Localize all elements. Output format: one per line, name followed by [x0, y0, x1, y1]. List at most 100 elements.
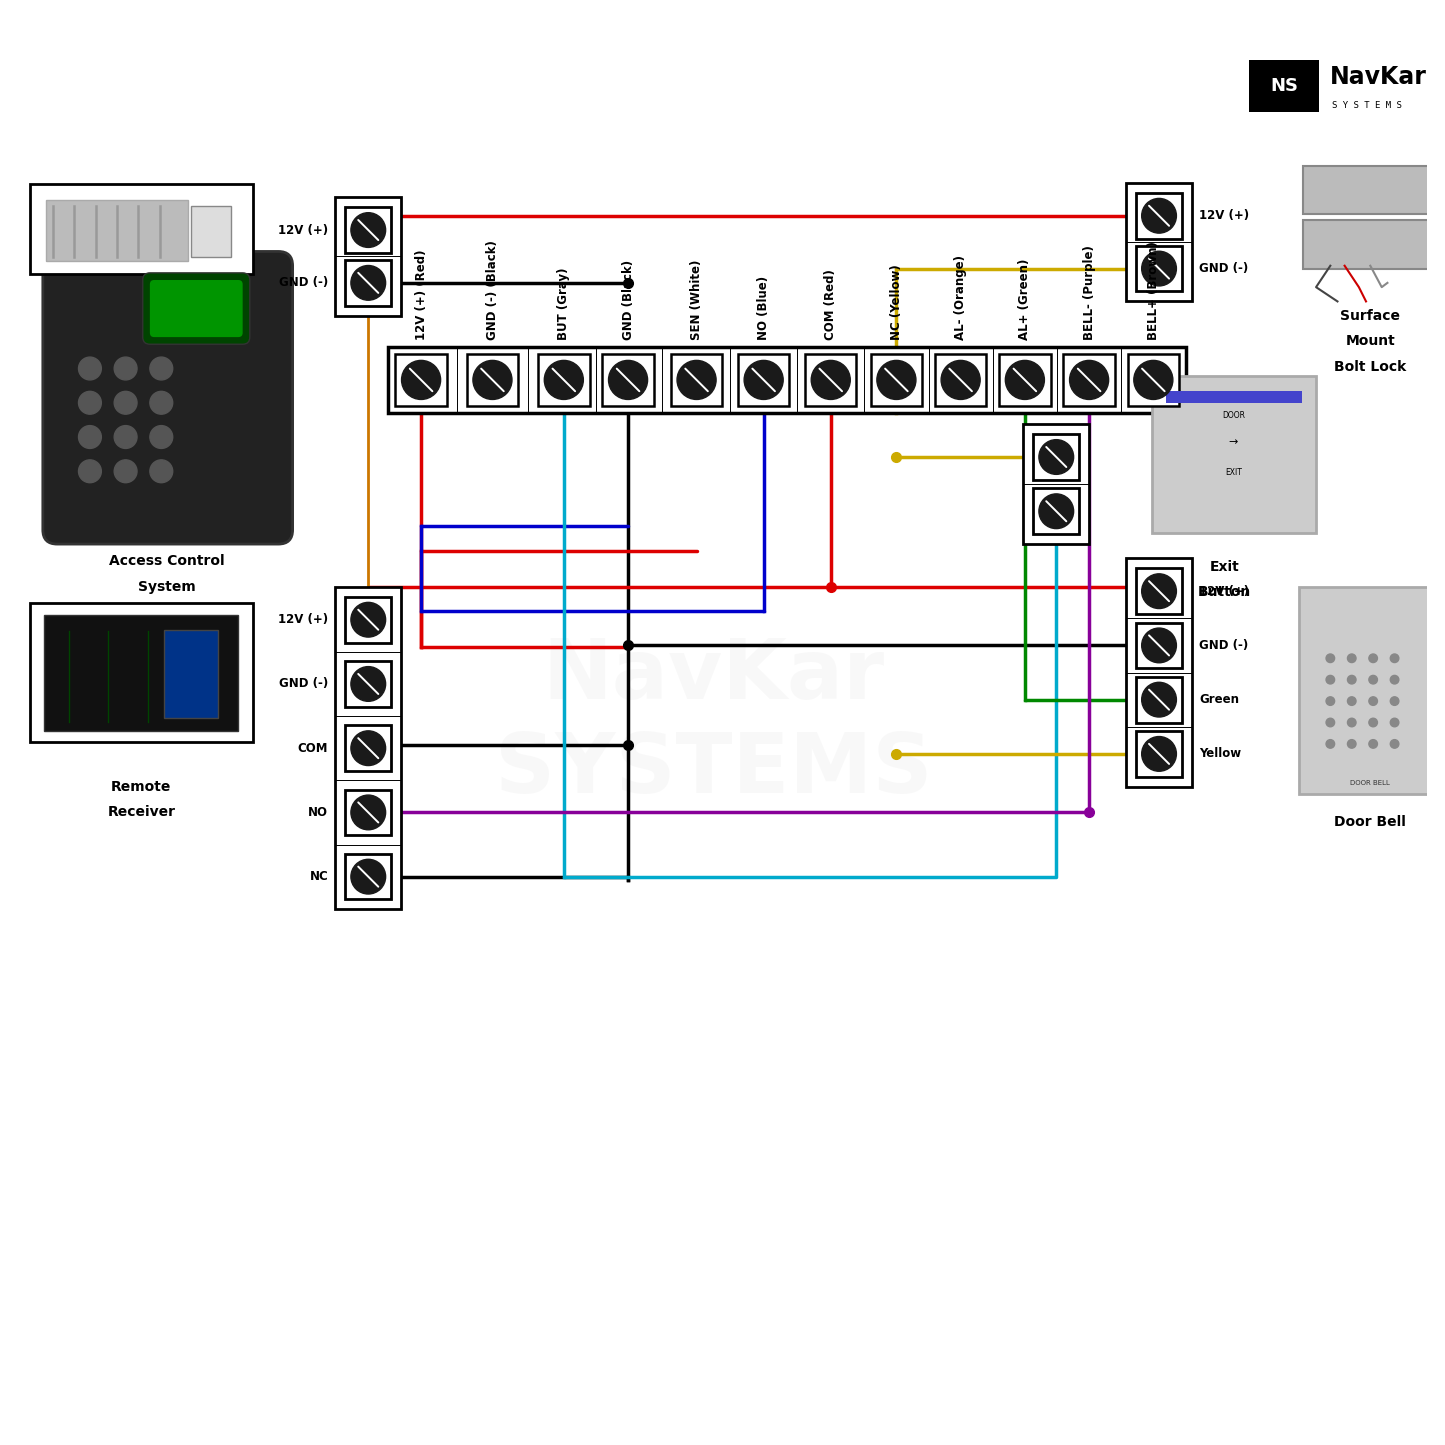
Text: NavKar: NavKar	[1331, 65, 1428, 90]
Text: 12V (+): 12V (+)	[279, 224, 328, 237]
Circle shape	[1390, 696, 1399, 705]
Circle shape	[78, 357, 101, 380]
Bar	[1126, 558, 1192, 786]
Text: Surface: Surface	[1341, 309, 1400, 322]
FancyBboxPatch shape	[43, 251, 293, 545]
Circle shape	[150, 392, 173, 415]
FancyBboxPatch shape	[45, 616, 238, 731]
Circle shape	[1327, 718, 1335, 727]
Text: 12V (+): 12V (+)	[1199, 585, 1248, 598]
Text: System: System	[139, 579, 197, 594]
FancyBboxPatch shape	[1152, 376, 1316, 533]
Text: GND (-) (Black): GND (-) (Black)	[486, 240, 499, 340]
Bar	[670, 354, 722, 406]
Text: GND (-): GND (-)	[279, 678, 328, 691]
Bar	[538, 354, 590, 406]
Text: Power: Power	[117, 315, 166, 329]
Circle shape	[1348, 675, 1355, 683]
FancyBboxPatch shape	[1299, 587, 1442, 793]
Text: 12V 3A: 12V 3A	[114, 290, 169, 303]
Circle shape	[941, 360, 980, 399]
Text: SEN (White): SEN (White)	[691, 260, 704, 340]
Text: Access Control: Access Control	[110, 553, 225, 568]
Bar	[1248, 61, 1319, 111]
Circle shape	[1039, 439, 1074, 474]
Circle shape	[1348, 740, 1355, 749]
Bar	[738, 354, 789, 406]
Bar	[345, 789, 392, 835]
Bar	[1033, 434, 1079, 480]
Bar	[335, 587, 402, 909]
Bar	[1064, 354, 1114, 406]
Text: Button: Button	[1198, 585, 1251, 600]
Circle shape	[150, 357, 173, 380]
Text: Mount: Mount	[1345, 334, 1396, 348]
Text: DOOR: DOOR	[1222, 412, 1244, 420]
Circle shape	[351, 666, 386, 701]
Circle shape	[1142, 251, 1176, 286]
Bar	[389, 347, 1186, 413]
Bar	[345, 260, 392, 306]
Circle shape	[351, 860, 386, 894]
Circle shape	[1368, 655, 1377, 663]
Text: NS: NS	[1270, 77, 1298, 95]
Circle shape	[78, 460, 101, 483]
Circle shape	[473, 360, 512, 399]
FancyBboxPatch shape	[30, 603, 253, 743]
Text: GND (Black): GND (Black)	[621, 260, 634, 340]
Circle shape	[1390, 718, 1399, 727]
Circle shape	[1142, 574, 1176, 608]
Circle shape	[114, 357, 137, 380]
Text: Exit: Exit	[1209, 559, 1240, 574]
Circle shape	[351, 603, 386, 637]
Bar	[1136, 246, 1182, 292]
Text: 12V (+): 12V (+)	[279, 613, 328, 626]
Text: Green: Green	[1199, 694, 1238, 707]
Text: COM: COM	[298, 741, 328, 754]
Circle shape	[1327, 655, 1335, 663]
Circle shape	[351, 731, 386, 766]
Bar	[46, 199, 188, 262]
Circle shape	[1142, 737, 1176, 772]
Circle shape	[1390, 655, 1399, 663]
Text: EXIT: EXIT	[1225, 468, 1241, 477]
Bar	[871, 354, 922, 406]
Circle shape	[545, 360, 584, 399]
Bar	[1033, 488, 1079, 535]
Bar	[191, 205, 231, 257]
Circle shape	[608, 360, 647, 399]
Circle shape	[678, 360, 717, 399]
Text: NavKar
SYSTEMS: NavKar SYSTEMS	[496, 636, 932, 809]
Circle shape	[114, 460, 137, 483]
Circle shape	[1069, 360, 1108, 399]
Text: 12V (+) (Red): 12V (+) (Red)	[415, 250, 428, 340]
Circle shape	[1134, 360, 1173, 399]
Text: NC (Yellow): NC (Yellow)	[890, 264, 903, 340]
Circle shape	[1348, 655, 1355, 663]
Bar	[1127, 354, 1179, 406]
FancyBboxPatch shape	[30, 185, 253, 275]
FancyBboxPatch shape	[1303, 166, 1445, 214]
Bar	[805, 354, 857, 406]
Circle shape	[1142, 198, 1176, 233]
Bar	[165, 630, 218, 718]
Circle shape	[1368, 740, 1377, 749]
Text: AL- (Orange): AL- (Orange)	[954, 254, 967, 340]
Bar	[1023, 425, 1090, 545]
Bar	[396, 354, 447, 406]
Circle shape	[744, 360, 783, 399]
Circle shape	[1368, 718, 1377, 727]
Text: Supply: Supply	[114, 341, 168, 355]
Circle shape	[402, 360, 441, 399]
Circle shape	[114, 426, 137, 448]
Circle shape	[1039, 494, 1074, 529]
Text: COM (Red): COM (Red)	[824, 269, 837, 340]
Text: GND (-): GND (-)	[1199, 262, 1248, 275]
Circle shape	[1142, 629, 1176, 663]
Bar	[467, 354, 519, 406]
Text: S Y S T E M S: S Y S T E M S	[1332, 101, 1402, 110]
Circle shape	[78, 392, 101, 415]
Bar	[1136, 194, 1182, 238]
Circle shape	[1348, 718, 1355, 727]
Text: NC: NC	[309, 870, 328, 883]
